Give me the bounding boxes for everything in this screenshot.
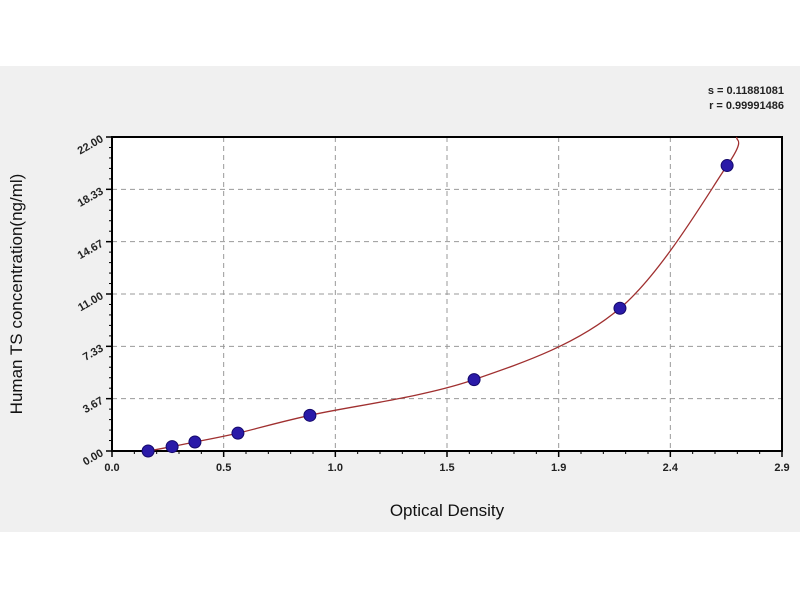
y-tick-label: 7.33 — [81, 343, 106, 364]
data-point — [165, 440, 179, 454]
x-tick-label: 1.5 — [439, 462, 454, 474]
x-axis-label: Optical Density — [390, 501, 505, 520]
y-axis-label: Human TS concentration(ng/ml) — [7, 174, 26, 415]
data-point — [188, 435, 202, 449]
y-tick-label: 3.67 — [81, 395, 106, 416]
data-point — [141, 444, 155, 458]
data-point — [303, 408, 317, 422]
y-tick-label: 0.00 — [81, 447, 106, 468]
x-tick-label: 1.9 — [551, 462, 566, 474]
x-tick-label: 1.0 — [328, 462, 343, 474]
data-point — [231, 426, 245, 440]
data-point — [613, 301, 627, 315]
x-tick-label: 0.5 — [216, 462, 231, 474]
y-tick-label: 22.00 — [76, 133, 106, 157]
plot-border — [111, 136, 783, 452]
stat-r: r = 0.99991486 — [709, 100, 784, 112]
x-tick-label: 2.9 — [774, 462, 789, 474]
data-point — [720, 159, 734, 173]
y-tick-label: 14.67 — [76, 238, 106, 262]
x-tick-label: 0.0 — [104, 462, 119, 474]
data-point — [467, 373, 481, 387]
fit-curve — [147, 136, 740, 452]
y-tick-label: 11.00 — [76, 290, 105, 314]
stat-s: s = 0.11881081 — [708, 85, 784, 97]
y-tick-label: 18.33 — [76, 186, 106, 210]
x-tick-label: 2.4 — [663, 462, 679, 474]
